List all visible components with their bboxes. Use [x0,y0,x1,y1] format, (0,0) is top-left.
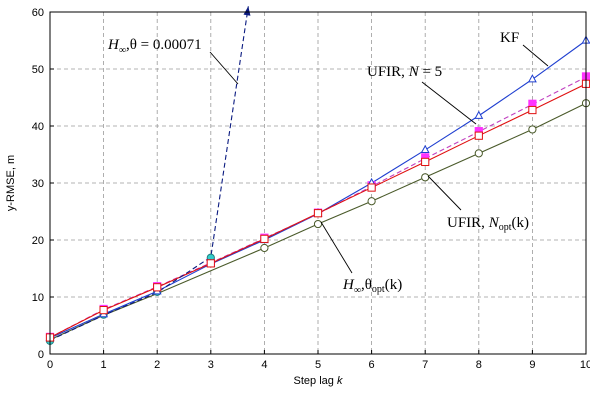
y-tick-label: 30 [32,178,44,190]
data-point-ufir_nopt [153,283,162,292]
leader-kf [522,44,549,67]
y-axis: 0 10 20 30 40 50 60 [32,7,54,361]
data-point-ufir_nopt [367,183,376,192]
data-point-kf [474,110,484,119]
y-tick-label: 40 [32,121,44,133]
x-tick-label: 7 [422,359,428,371]
annotation-hinf-opt: H∞,θopt(k) [342,277,402,296]
data-point-ufir_nopt [313,209,323,218]
x-tick-label: 3 [208,359,214,371]
data-point-hinf_opt [313,219,323,229]
x-tick-label: 1 [101,359,107,371]
y-tick-label: 10 [32,292,44,304]
x-tick-label: 10 [580,359,590,371]
y-tick-label: 50 [32,64,44,76]
leader-ufir-n5 [421,81,477,125]
series-line-hinf_fixed [49,6,249,341]
data-point-hinf_opt [474,149,483,158]
annotations: H∞,θ = 0.00071 KF UFIR, N = 5 UFIR, Nopt… [107,30,529,296]
x-tick-label: 4 [261,359,267,371]
data-point-kf [420,144,430,154]
y-tick-label: 0 [38,349,44,361]
x-tick-label: 2 [154,359,160,371]
annotation-hinf-fixed: H∞,θ = 0.00071 [107,37,202,56]
annotation-kf: KF [500,30,519,46]
data-point-hinf_opt [367,197,376,206]
grid [50,12,586,354]
x-tick-label: 8 [476,359,482,371]
x-tick-label: 0 [47,359,53,371]
leader-ufir-nopt [427,175,462,211]
leader-hinf-fixed [209,51,239,85]
data-point-hinf_opt [260,243,269,253]
data-point-ufir_nopt [421,157,430,167]
plot-area [45,6,590,345]
x-axis-title-variable: k [337,375,343,387]
data-point-ufir_nopt [260,234,269,243]
y-tick-label: 20 [32,235,44,247]
leader-hinf-opt [320,221,353,274]
data-point-ufir_nopt [528,105,537,115]
annotation-ufir-nopt: UFIR, Nopt(k) [447,215,529,233]
x-axis-title: Step lag k [294,375,343,387]
y-tick-label: 60 [32,7,44,19]
x-axis: 0 1 2 3 4 5 6 7 8 9 10 [47,350,590,371]
data-point-kf [527,74,537,83]
data-point-ufir_nopt [206,259,215,268]
y-axis-title: y-RMSE, m [5,155,17,211]
data-point-ufir_nopt [99,306,108,315]
annotation-leaders [209,44,549,274]
data-point-hinf_opt [421,173,430,182]
x-tick-label: 9 [529,359,535,371]
annotation-ufir-n5: UFIR, N = 5 [367,64,442,80]
data-point-hinf_opt [528,125,537,134]
data-point-ufir_nopt [474,131,483,140]
x-tick-label: 5 [315,359,321,371]
x-tick-label: 6 [369,359,375,371]
series-arrowhead-hinf_fixed [243,6,251,16]
